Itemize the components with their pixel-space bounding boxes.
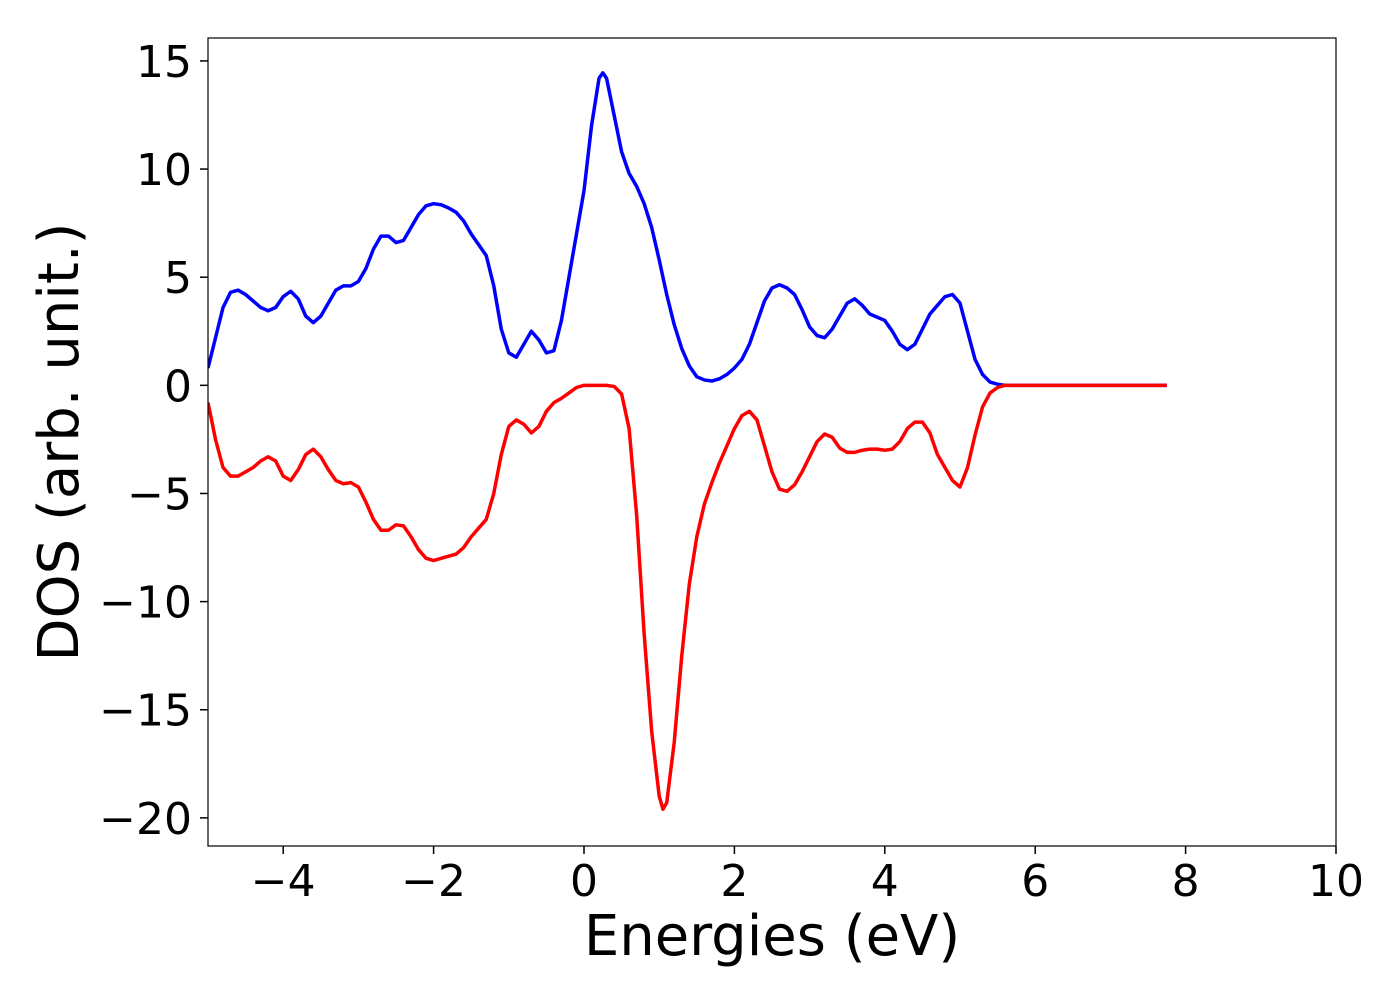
dos-line [208,71,1167,388]
y-tick-label: −20 [99,794,192,845]
plot-frame [207,37,1337,847]
x-tick-label: 4 [871,856,899,907]
x-tick-label: 0 [570,856,598,907]
x-tick-label: 10 [1308,856,1364,907]
y-tick-label: 10 [136,145,192,196]
x-tick-label: 6 [1021,856,1049,907]
y-axis-label: DOS (arb. unit.) [27,222,92,661]
x-tick-label: 8 [1172,856,1200,907]
y-tick-label: 5 [164,253,192,304]
y-tick-label: 15 [136,37,192,88]
dos-line [208,383,1167,811]
x-tick-label: 2 [720,856,748,907]
x-axis-label: Energies (eV) [584,904,960,969]
x-tick-label: −2 [401,856,466,907]
y-tick-label: −5 [127,469,192,520]
x-tick-label: −4 [251,856,316,907]
y-tick-label: −15 [99,686,192,737]
y-tick-label: −10 [99,578,192,629]
y-tick-label: 0 [164,361,192,412]
